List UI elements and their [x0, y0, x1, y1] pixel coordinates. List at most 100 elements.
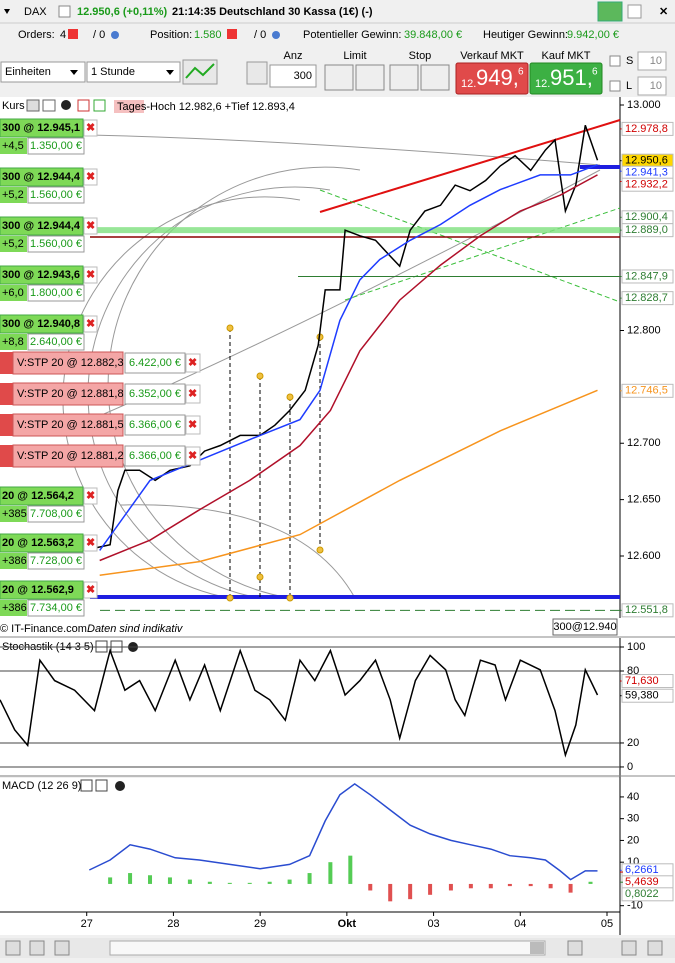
stop-buy-button[interactable] [389, 64, 419, 91]
limit-sell-button[interactable] [355, 64, 385, 91]
pl-box [27, 137, 85, 155]
cancel-order[interactable] [185, 415, 201, 435]
position-label: 20 @ 12.563,2 [2, 537, 74, 549]
close-position[interactable] [83, 315, 98, 333]
close-button[interactable]: ✕ [659, 6, 668, 18]
sell-button[interactable] [455, 62, 529, 95]
close-position[interactable] [83, 581, 98, 599]
l-checkbox[interactable] [609, 80, 621, 92]
position-box[interactable] [0, 580, 84, 600]
stop-label: Stop [409, 50, 432, 62]
s-checkbox[interactable] [609, 55, 621, 67]
order-box[interactable] [12, 382, 124, 406]
position-label: 300 @ 12.945,1 [2, 122, 80, 134]
up-icon[interactable] [93, 99, 106, 112]
close-icon[interactable] [115, 781, 125, 791]
zoom-button[interactable] [621, 940, 637, 956]
close-position[interactable] [83, 534, 98, 552]
close-x: ✖ [86, 537, 95, 549]
settings-icon[interactable] [111, 31, 119, 39]
position-box[interactable] [0, 486, 84, 506]
dropdown-arrow [70, 70, 78, 75]
close-icon[interactable] [61, 100, 71, 110]
close-position[interactable] [83, 168, 98, 186]
position-box[interactable] [0, 216, 84, 236]
sell-label: Verkauf MKT [460, 50, 524, 62]
price-title: Kurs [2, 100, 25, 112]
checkbox[interactable] [58, 5, 71, 18]
interval-dropdown[interactable] [86, 61, 181, 83]
close-position[interactable] [83, 487, 98, 505]
order-grip[interactable] [0, 352, 13, 374]
buy-button[interactable] [529, 62, 603, 95]
histogram-bar [108, 877, 113, 884]
level-label: 71,630 [625, 675, 659, 687]
s-input[interactable] [637, 51, 667, 71]
position-box[interactable] [0, 118, 84, 138]
order-pl-box [124, 414, 186, 436]
position-box[interactable] [0, 533, 84, 553]
order-grip[interactable] [0, 445, 13, 467]
zoom-button[interactable] [29, 940, 45, 956]
restore-button[interactable] [627, 4, 642, 19]
order-box[interactable] [12, 351, 124, 375]
x-tick-label: 03 [427, 918, 439, 930]
zoom-in-button[interactable] [54, 940, 70, 956]
cancel-order[interactable] [185, 384, 201, 404]
limit-buy-button[interactable] [324, 64, 354, 91]
order-grip[interactable] [0, 383, 13, 405]
position-points: +385,4 [2, 508, 36, 520]
position-box[interactable] [0, 167, 84, 187]
position-box[interactable] [0, 265, 84, 285]
histogram-bar [528, 883, 533, 887]
window-icon[interactable] [42, 99, 56, 112]
x-tick-label: 29 [254, 918, 266, 930]
window-icon[interactable] [80, 779, 93, 792]
indicator-icon [185, 63, 215, 79]
order-box[interactable] [12, 444, 124, 468]
close-position[interactable] [83, 217, 98, 235]
settings-icon[interactable] [272, 31, 280, 39]
zoom-button[interactable] [647, 940, 663, 956]
l-input[interactable] [637, 76, 667, 96]
order-label: V:STP 20 @ 12.881,2 [17, 450, 124, 462]
position-points: +4,5 [2, 140, 24, 152]
x-tick-label: 04 [514, 918, 526, 930]
level-label: 12.950,6 [625, 155, 668, 167]
zoom-out-button[interactable] [5, 940, 21, 956]
menu-arrow[interactable] [4, 9, 10, 14]
app-icon[interactable] [597, 1, 623, 22]
position-label: 300 @ 12.940,8 [2, 318, 80, 330]
histogram-bar [548, 883, 553, 889]
points-box [0, 334, 27, 350]
position-icon[interactable] [227, 29, 237, 39]
scroll-track[interactable] [109, 940, 546, 956]
amount-input[interactable] [269, 64, 317, 88]
pl-box [27, 552, 85, 570]
series-line [88, 782, 598, 881]
order-box[interactable] [12, 413, 124, 437]
buy-pip: 6 [592, 67, 598, 78]
pl-box [27, 284, 85, 302]
tool-button[interactable] [246, 61, 268, 85]
cancel-order[interactable] [185, 446, 201, 466]
histogram-bar [167, 877, 172, 884]
histogram-bar [128, 873, 133, 884]
close-position[interactable] [83, 119, 98, 137]
down-icon[interactable] [77, 99, 90, 112]
scroll-end-button[interactable] [567, 940, 583, 956]
order-grip[interactable] [0, 414, 13, 436]
position-box[interactable] [0, 314, 84, 334]
orders-icon[interactable] [68, 29, 78, 39]
close-position[interactable] [83, 266, 98, 284]
position-value: 1.580 [194, 29, 222, 41]
x-tick-label: Okt [338, 918, 357, 930]
points-box [0, 236, 27, 252]
tool-icon[interactable] [26, 99, 40, 112]
scroll-thumb[interactable] [530, 942, 544, 954]
stop-sell-button[interactable] [420, 64, 450, 91]
level-label: 59,380 [625, 690, 659, 702]
units-dropdown[interactable] [0, 61, 86, 83]
window-icon[interactable] [95, 779, 108, 792]
cancel-order[interactable] [185, 353, 201, 373]
